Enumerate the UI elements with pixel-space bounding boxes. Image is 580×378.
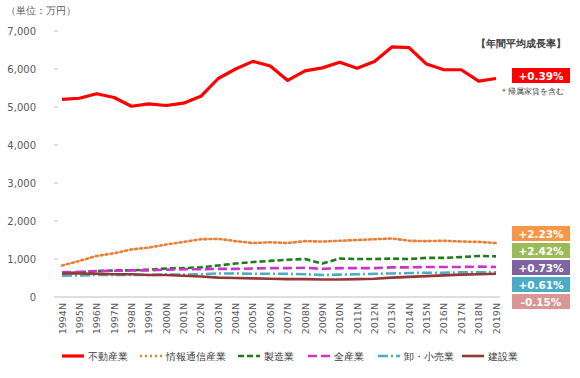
legend-label: 製造業 [264, 351, 294, 362]
series-line [62, 273, 496, 279]
x-tick-label: 2003N [213, 303, 224, 334]
y-tick-label: 6,000 [7, 64, 36, 75]
annotation: +2.23% [518, 228, 564, 240]
x-tick-label: 2015N [421, 303, 432, 334]
y-tick [54, 31, 58, 32]
annotation-box [512, 294, 570, 309]
x-tick-label: 2002N [195, 303, 206, 334]
annotation: +0.39% [518, 70, 564, 82]
legend-swatch [378, 355, 400, 358]
x-tick-label: 2010N [334, 303, 345, 334]
annotation: +0.61% [518, 279, 564, 291]
x-tick-label: 2000N [161, 303, 172, 334]
x-tick-label: 2013N [386, 303, 397, 334]
x-tick-label: 2014N [404, 303, 415, 334]
y-tick [54, 145, 58, 146]
x-tick-label: 1996N [91, 303, 102, 334]
y-tick [54, 221, 58, 222]
x-tick-label: 2008N [300, 303, 311, 334]
x-tick-label: 2011N [352, 303, 363, 334]
legend-label: 卸・小売業 [404, 351, 454, 362]
annotation: +2.42% [518, 245, 564, 257]
y-tick-label: 4,000 [7, 140, 36, 151]
legend-label: 建設業 [487, 351, 518, 362]
y-axis-label: （単位：万円） [6, 5, 76, 16]
x-tick-label: 2006N [265, 303, 276, 334]
series-line [62, 47, 496, 106]
annotation-box [512, 226, 570, 241]
y-tick [54, 107, 58, 108]
legend-swatch [62, 354, 84, 357]
series-line [62, 256, 496, 273]
x-tick-label: 1994N [57, 303, 68, 334]
x-tick-label: 2001N [178, 303, 189, 334]
x-tick-label: 2018N [473, 303, 484, 334]
x-tick-label: 2012N [369, 303, 380, 334]
x-tick-label: 2005N [247, 303, 258, 334]
x-tick-label: 1999N [143, 303, 154, 334]
chart: （単位：万円） 0 1,000 2,000 3,000 4,000 5,000 6,000 7,… [0, 0, 580, 378]
x-tick-label: 2017N [456, 303, 467, 334]
annotation: 【年間平均成長率】 [476, 38, 566, 49]
annotation: +0.73% [518, 262, 564, 274]
x-tick-label: 2007N [282, 303, 293, 334]
plot-area [62, 47, 496, 280]
annotation-box [512, 68, 570, 83]
x-tick-label: 1997N [109, 303, 120, 334]
y-tick-label: 1,000 [7, 254, 36, 265]
x-tick-label: 1998N [126, 303, 137, 334]
annotation-box [512, 260, 570, 275]
legend-swatch [140, 355, 162, 358]
annotation-box [512, 277, 570, 292]
annotation: ＊帰属家賃を含む [500, 87, 564, 96]
y-tick-label: 2,000 [7, 216, 36, 227]
legend-swatch [238, 355, 260, 358]
annotation: -0.15% [521, 296, 562, 308]
legend-label: 情報通信産業 [165, 351, 226, 362]
x-tick-label: 2016N [438, 303, 449, 334]
y-tick-label: 7,000 [7, 26, 36, 37]
y-tick-label: 0 [30, 292, 36, 303]
x-tick-label: 2004N [230, 303, 241, 334]
y-tick [54, 259, 58, 260]
y-tick-label: 3,000 [7, 178, 36, 189]
y-tick-label: 5,000 [7, 102, 36, 113]
y-tick [54, 297, 58, 298]
legend-label: 全産業 [334, 351, 364, 362]
x-tick-label: 2019N [491, 303, 502, 334]
legend-swatch [462, 355, 484, 358]
legend-swatch [308, 355, 330, 358]
x-axis [58, 297, 500, 298]
x-tick-label: 2009N [317, 303, 328, 334]
legend: 不動産業 情報通信産業 製造業 全産業 卸・小売業 建設業 [62, 351, 518, 362]
legend-label: 不動産業 [88, 351, 128, 362]
y-tick [54, 69, 58, 70]
x-tick-label: 1995N [74, 303, 85, 334]
annotation-box [512, 243, 570, 258]
y-tick [54, 183, 58, 184]
